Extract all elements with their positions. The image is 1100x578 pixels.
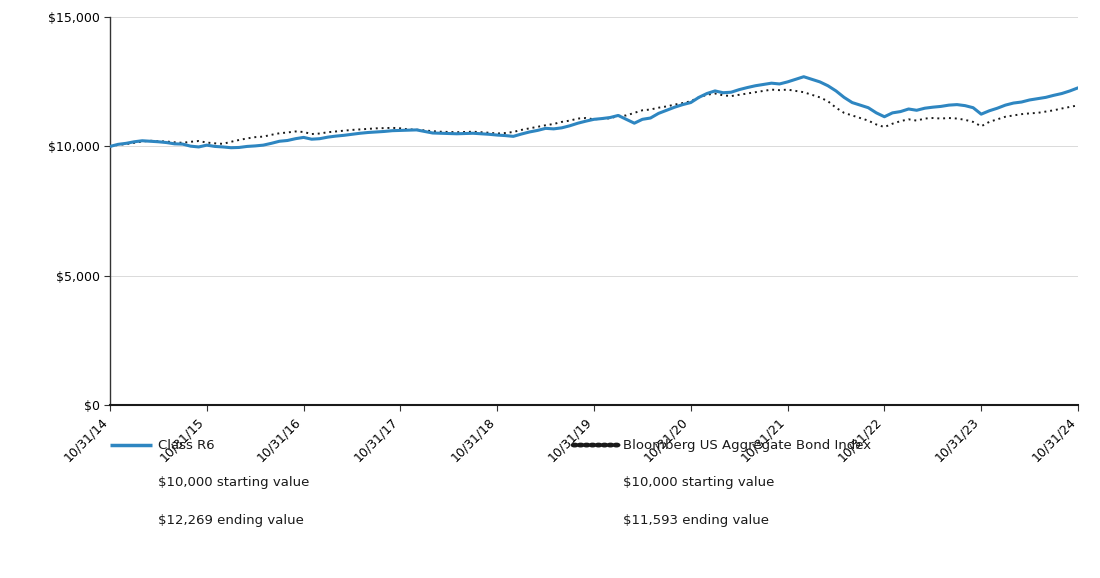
Text: $10,000 starting value: $10,000 starting value (158, 476, 310, 489)
Text: $10,000 starting value: $10,000 starting value (623, 476, 774, 489)
Text: Bloomberg US Aggregate Bond Index: Bloomberg US Aggregate Bond Index (623, 439, 871, 451)
Text: Class R6: Class R6 (158, 439, 214, 451)
Text: $11,593 ending value: $11,593 ending value (623, 514, 769, 527)
Text: $12,269 ending value: $12,269 ending value (158, 514, 305, 527)
